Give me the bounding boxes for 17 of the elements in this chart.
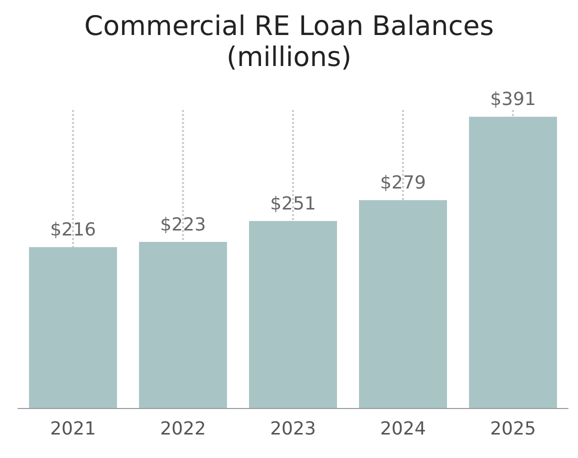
- x-tick-label: 2023: [270, 418, 316, 440]
- data-label: $251: [270, 194, 316, 215]
- bar: [139, 242, 227, 408]
- bar: [359, 200, 447, 408]
- chart-subtitle: (millions): [226, 42, 352, 73]
- data-label: $279: [380, 172, 426, 194]
- bar: [469, 116, 557, 408]
- bar: [29, 247, 117, 408]
- x-tick-label: 2021: [50, 418, 96, 440]
- data-label: $223: [160, 214, 206, 236]
- chart-title: Commercial RE Loan Balances: [84, 11, 494, 42]
- data-label: $391: [490, 89, 536, 110]
- x-tick-label: 2024: [380, 418, 426, 440]
- data-label: $216: [50, 220, 96, 241]
- x-tick-label: 2025: [490, 418, 536, 440]
- bar: [249, 221, 337, 408]
- x-tick-label: 2022: [160, 418, 206, 440]
